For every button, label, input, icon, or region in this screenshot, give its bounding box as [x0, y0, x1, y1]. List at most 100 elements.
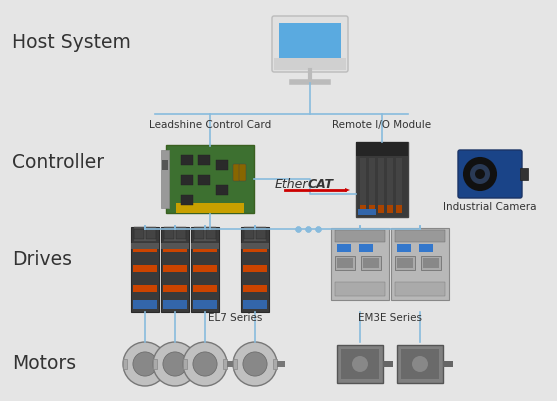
- FancyBboxPatch shape: [131, 227, 159, 312]
- FancyBboxPatch shape: [176, 229, 186, 239]
- FancyBboxPatch shape: [193, 285, 217, 292]
- FancyBboxPatch shape: [395, 231, 445, 242]
- FancyBboxPatch shape: [193, 265, 217, 272]
- FancyBboxPatch shape: [233, 359, 237, 369]
- FancyBboxPatch shape: [423, 258, 439, 268]
- FancyBboxPatch shape: [194, 227, 216, 241]
- FancyBboxPatch shape: [279, 24, 341, 62]
- FancyBboxPatch shape: [164, 229, 174, 239]
- Circle shape: [233, 342, 277, 386]
- FancyBboxPatch shape: [146, 229, 156, 239]
- FancyBboxPatch shape: [161, 227, 189, 312]
- FancyBboxPatch shape: [356, 142, 408, 217]
- FancyBboxPatch shape: [191, 243, 219, 249]
- FancyBboxPatch shape: [383, 361, 393, 367]
- Text: Leadshine Control Card: Leadshine Control Card: [149, 120, 271, 130]
- FancyBboxPatch shape: [193, 359, 197, 369]
- FancyBboxPatch shape: [163, 245, 187, 252]
- FancyBboxPatch shape: [360, 205, 366, 213]
- FancyBboxPatch shape: [181, 156, 193, 166]
- Circle shape: [464, 159, 496, 190]
- FancyBboxPatch shape: [358, 209, 376, 215]
- Text: Controller: Controller: [12, 153, 104, 172]
- Text: Drives: Drives: [12, 249, 72, 268]
- Text: Ether: Ether: [275, 178, 308, 191]
- FancyBboxPatch shape: [277, 361, 285, 367]
- Circle shape: [133, 352, 157, 376]
- FancyBboxPatch shape: [395, 282, 445, 296]
- Circle shape: [183, 342, 227, 386]
- FancyBboxPatch shape: [181, 176, 193, 186]
- Circle shape: [412, 356, 428, 372]
- FancyBboxPatch shape: [363, 258, 379, 268]
- FancyBboxPatch shape: [162, 160, 168, 170]
- Text: Industrial Camera: Industrial Camera: [443, 201, 537, 211]
- FancyBboxPatch shape: [520, 168, 528, 180]
- FancyBboxPatch shape: [223, 359, 227, 369]
- FancyBboxPatch shape: [133, 285, 157, 292]
- FancyBboxPatch shape: [193, 245, 217, 252]
- FancyBboxPatch shape: [341, 349, 379, 379]
- FancyBboxPatch shape: [244, 227, 266, 241]
- FancyBboxPatch shape: [133, 265, 157, 272]
- Text: Host System: Host System: [12, 32, 131, 52]
- FancyBboxPatch shape: [164, 227, 186, 241]
- FancyBboxPatch shape: [274, 59, 346, 71]
- FancyBboxPatch shape: [198, 156, 210, 166]
- FancyBboxPatch shape: [166, 146, 254, 213]
- FancyBboxPatch shape: [241, 227, 269, 312]
- FancyBboxPatch shape: [256, 229, 266, 239]
- FancyBboxPatch shape: [458, 151, 522, 198]
- FancyBboxPatch shape: [123, 359, 127, 369]
- FancyBboxPatch shape: [244, 229, 254, 239]
- FancyBboxPatch shape: [153, 359, 157, 369]
- FancyBboxPatch shape: [395, 256, 415, 270]
- FancyBboxPatch shape: [396, 205, 402, 213]
- FancyBboxPatch shape: [163, 285, 187, 292]
- FancyBboxPatch shape: [387, 205, 393, 213]
- FancyBboxPatch shape: [335, 256, 355, 270]
- FancyBboxPatch shape: [243, 300, 267, 309]
- FancyBboxPatch shape: [198, 176, 210, 186]
- Circle shape: [475, 170, 485, 180]
- FancyBboxPatch shape: [197, 361, 205, 367]
- Polygon shape: [345, 188, 350, 192]
- FancyBboxPatch shape: [421, 256, 441, 270]
- FancyBboxPatch shape: [361, 256, 381, 270]
- FancyBboxPatch shape: [163, 265, 187, 272]
- FancyBboxPatch shape: [419, 244, 433, 252]
- FancyBboxPatch shape: [216, 186, 228, 196]
- Text: EL7 Series: EL7 Series: [208, 312, 262, 322]
- FancyBboxPatch shape: [134, 229, 144, 239]
- FancyBboxPatch shape: [243, 285, 267, 292]
- Circle shape: [470, 164, 490, 184]
- FancyBboxPatch shape: [133, 245, 157, 252]
- FancyBboxPatch shape: [335, 231, 385, 242]
- FancyBboxPatch shape: [335, 282, 385, 296]
- FancyBboxPatch shape: [161, 243, 189, 249]
- FancyBboxPatch shape: [359, 244, 373, 252]
- FancyBboxPatch shape: [183, 359, 187, 369]
- Text: CAT: CAT: [308, 178, 334, 191]
- Circle shape: [163, 352, 187, 376]
- FancyBboxPatch shape: [337, 244, 351, 252]
- FancyBboxPatch shape: [131, 243, 159, 249]
- FancyBboxPatch shape: [331, 229, 389, 300]
- FancyBboxPatch shape: [206, 229, 216, 239]
- Circle shape: [352, 356, 368, 372]
- Circle shape: [153, 342, 197, 386]
- FancyBboxPatch shape: [396, 158, 402, 213]
- FancyBboxPatch shape: [161, 151, 169, 209]
- FancyBboxPatch shape: [163, 359, 167, 369]
- FancyBboxPatch shape: [227, 361, 235, 367]
- FancyBboxPatch shape: [134, 227, 156, 241]
- FancyBboxPatch shape: [272, 17, 348, 73]
- FancyBboxPatch shape: [241, 243, 269, 249]
- FancyBboxPatch shape: [163, 300, 187, 309]
- FancyBboxPatch shape: [378, 205, 384, 213]
- FancyBboxPatch shape: [397, 345, 443, 383]
- FancyBboxPatch shape: [337, 258, 353, 268]
- FancyBboxPatch shape: [191, 227, 219, 312]
- FancyBboxPatch shape: [397, 258, 413, 268]
- FancyBboxPatch shape: [239, 164, 246, 182]
